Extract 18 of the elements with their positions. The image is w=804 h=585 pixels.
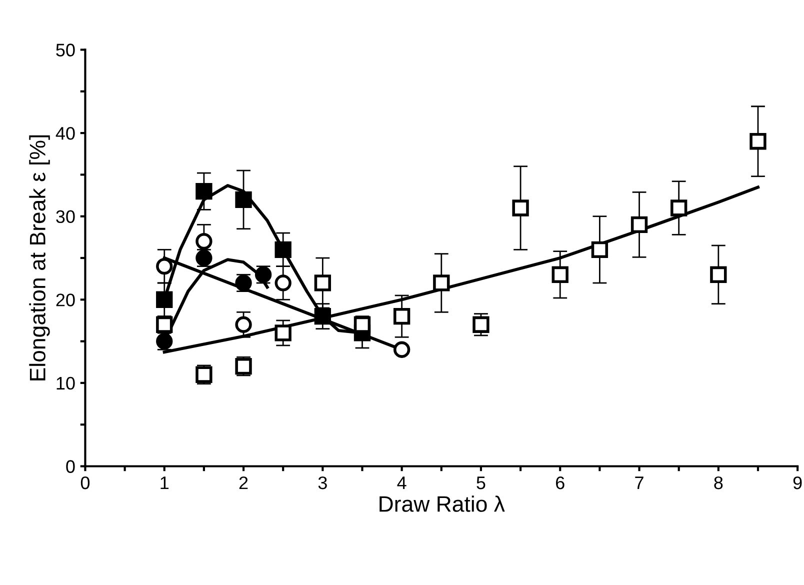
y-tick-label: 50: [56, 44, 75, 56]
x-tick-label: 6: [556, 476, 564, 490]
x-tick-label: 7: [635, 476, 644, 490]
x-tick-label: 2: [239, 476, 248, 490]
x-tick-label: 9: [793, 476, 802, 490]
y-tick-label: 20: [56, 294, 75, 306]
x-tick-label: 4: [397, 476, 406, 490]
y-tick-label: 40: [56, 126, 75, 140]
y-tick-label: 0: [66, 460, 75, 473]
x-tick-label: 0: [80, 476, 90, 490]
x-tick-label: 1: [160, 476, 169, 490]
x-tick-label: 8: [714, 476, 723, 490]
x-axis-title: Draw Ratio λ: [380, 496, 505, 512]
x-tick-label: 3: [318, 476, 327, 490]
y-tick-label: 30: [56, 210, 75, 224]
x-tick-label: 5: [476, 476, 486, 490]
y-axis-title: Elongation at Break ε [%]: [29, 135, 50, 380]
y-tick-label: 10: [56, 376, 75, 390]
